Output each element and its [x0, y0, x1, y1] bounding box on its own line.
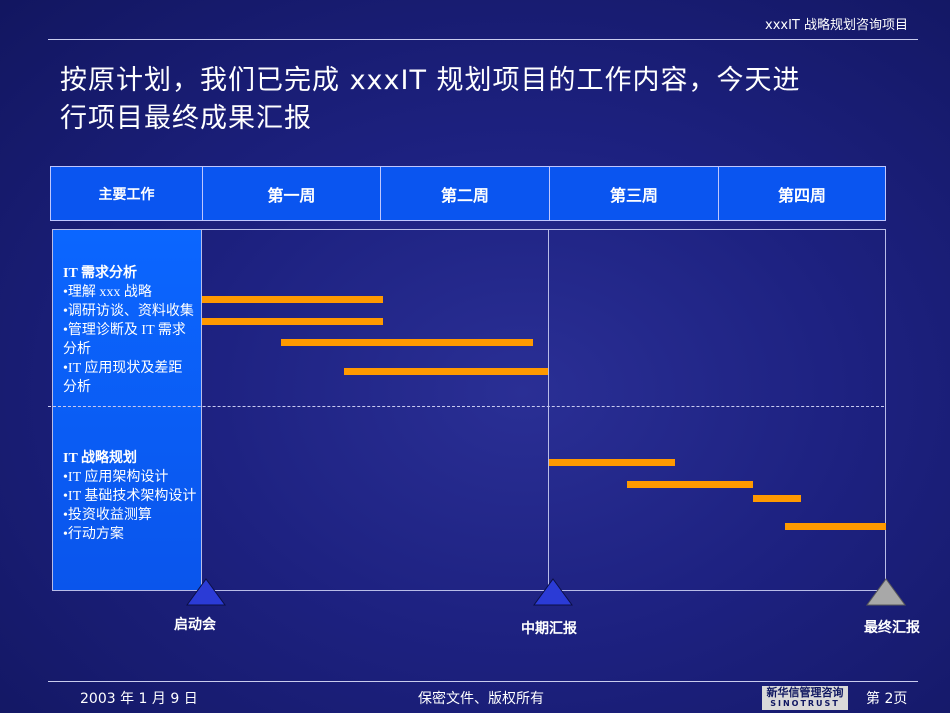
milestone-midterm-icon [533, 578, 573, 606]
bar-roi-estimation [753, 495, 801, 502]
milestone-kickoff-label: 启动会 [174, 617, 216, 633]
gantt-body [52, 229, 886, 591]
footer-date: 2003 年 1 月 9 日 [80, 691, 198, 707]
header-title: xxxIT 战略规划咨询项目 [765, 18, 908, 33]
footer-confidential: 保密文件、版权所有 [418, 691, 544, 707]
task-item: •投资收益测算 [63, 508, 152, 523]
bar-gap-analysis [344, 368, 548, 375]
divider-midterm [548, 230, 549, 590]
bar-action-plan [785, 523, 886, 530]
logo-text-cn: 新华信管理咨询 [766, 686, 844, 699]
task-column [53, 230, 201, 590]
page-title-line-1: 按原计划，我们已完成 xxxIT 规划项目的工作内容，今天进 [60, 65, 801, 96]
logo-text-en: SINOTRUST [770, 699, 840, 708]
task-group-requirements: IT 需求分析 •理解 xxx 战略 •调研访谈、资料收集 •管理诊断及 IT … [63, 264, 213, 397]
bar-application-architecture [549, 459, 675, 466]
milestone-kickoff-icon [186, 578, 226, 606]
column-header-week-3: 第三周 [549, 167, 718, 220]
header-divider [48, 39, 918, 40]
gantt-header: 主要工作 第一周 第二周 第三周 第四周 [50, 166, 886, 221]
task-item: •调研访谈、资料收集 [63, 304, 194, 319]
task-item: •理解 xxx 战略 [63, 285, 152, 300]
phase-separator [48, 406, 884, 407]
page-number: 第 2页 [866, 691, 908, 707]
column-header-week-1: 第一周 [202, 167, 380, 220]
column-header-week-4: 第四周 [718, 167, 885, 220]
task-item: 分析 [63, 380, 91, 395]
footer-divider [48, 681, 918, 682]
task-item: 分析 [63, 342, 91, 357]
task-group-title: IT 战略规划 [63, 451, 138, 466]
task-group-strategy: IT 战略规划 •IT 应用架构设计 •IT 基础技术架构设计 •投资收益测算 … [63, 449, 213, 544]
bar-understand-strategy [202, 296, 383, 303]
task-item: •行动方案 [63, 527, 124, 542]
task-item: •IT 应用现状及差距 [63, 361, 183, 376]
divider-task-column [201, 230, 202, 590]
page-title-line-2: 行项目最终成果汇报 [60, 103, 312, 134]
milestone-final-icon [866, 578, 906, 606]
task-group-title: IT 需求分析 [63, 266, 138, 281]
task-item: •IT 应用架构设计 [63, 470, 169, 485]
page-title: 按原计划，我们已完成 xxxIT 规划项目的工作内容，今天进 行项目最终成果汇报 [60, 62, 900, 138]
company-logo: 新华信管理咨询 SINOTRUST [762, 686, 848, 710]
column-header-week-2: 第二周 [380, 167, 549, 220]
bar-infrastructure-architecture [627, 481, 753, 488]
milestone-final-label: 最终汇报 [864, 620, 920, 636]
task-item: •管理诊断及 IT 需求 [63, 323, 186, 338]
column-header-main-work: 主要工作 [98, 186, 155, 203]
task-item: •IT 基础技术架构设计 [63, 489, 197, 504]
bar-interviews [202, 318, 383, 325]
bar-management-diagnosis [281, 339, 533, 346]
milestone-midterm-label: 中期汇报 [521, 621, 577, 637]
